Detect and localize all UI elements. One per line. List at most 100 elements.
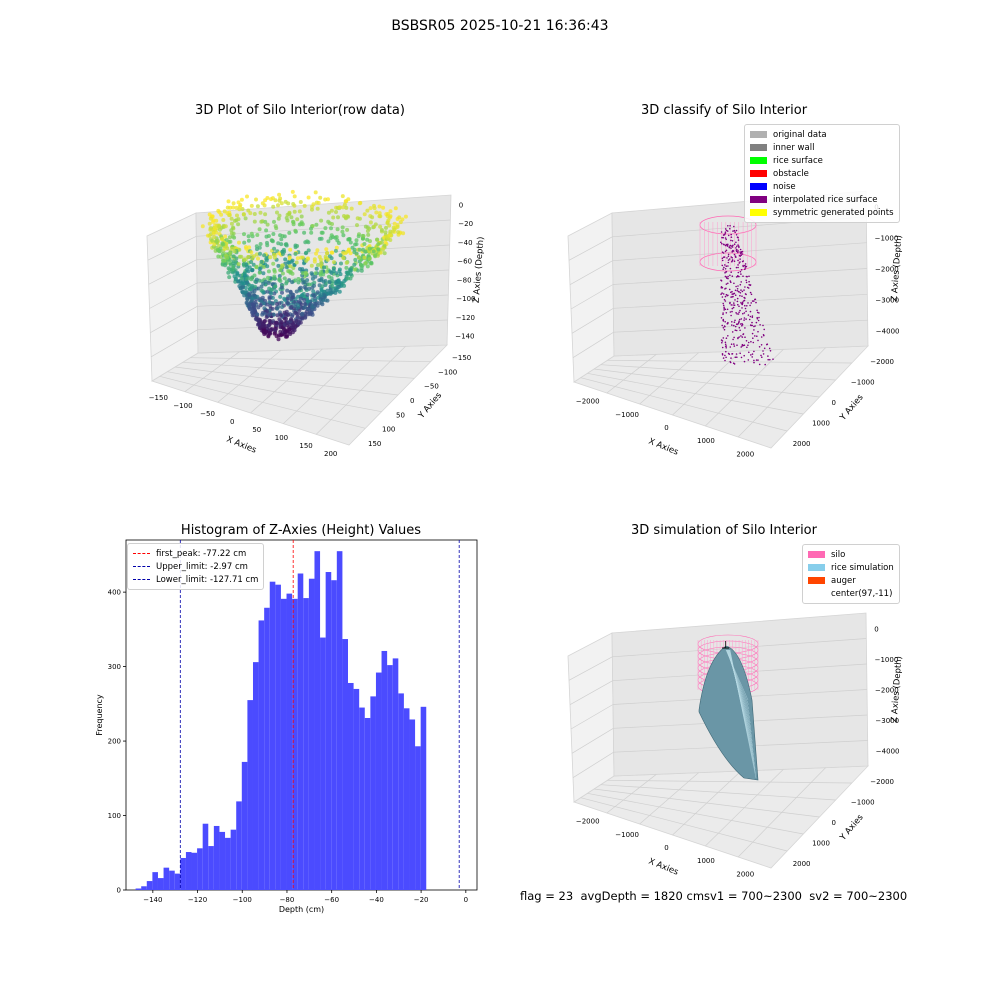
plot1-point <box>276 216 281 221</box>
plot1-point <box>231 231 236 236</box>
plot1-grid-line <box>147 236 197 261</box>
plot1-point <box>241 262 246 267</box>
plot1-point <box>296 294 300 299</box>
plot1-point <box>249 277 254 282</box>
plot1-point <box>273 198 278 203</box>
legend-label: rice surface <box>773 155 823 166</box>
plot1-point <box>274 320 278 325</box>
plot1-point <box>231 254 236 259</box>
plot1-point <box>221 259 226 263</box>
plot4-grid-line <box>571 728 614 754</box>
plot2-point <box>751 316 754 319</box>
plot1-point <box>346 247 351 252</box>
plot3-bar <box>146 881 153 890</box>
plot1-point <box>267 312 272 317</box>
plot3-legend-item: Lower_limit: -127.71 cm <box>133 573 258 586</box>
plot2-point <box>724 237 727 239</box>
plot4-x-tick-label: 2000 <box>736 870 754 878</box>
legend-swatch <box>750 144 767 151</box>
plot2-point <box>729 244 731 247</box>
plot1-point <box>293 304 297 309</box>
plot1-point <box>359 268 364 273</box>
plot1-point <box>313 274 318 279</box>
plot1-point <box>239 254 244 259</box>
plot1-point <box>335 238 340 243</box>
plot1-point <box>372 224 377 229</box>
plot3-bar <box>359 707 365 890</box>
plot1-x-tick-label: 150 <box>299 442 312 450</box>
plot1-point <box>388 238 393 242</box>
plot2-point <box>721 257 724 260</box>
plot3-bar <box>241 761 248 890</box>
plot1-point <box>229 221 234 226</box>
plot2-point <box>743 319 745 321</box>
plot1-point <box>259 259 264 264</box>
plot2-legend-item: symmetric generated points <box>750 206 894 219</box>
plot1-point <box>295 256 300 261</box>
plot3-legend: first_peak: -77.22 cm Upper_limit: -2.97 … <box>127 543 265 590</box>
plot2-point <box>725 265 728 268</box>
plot2-point <box>745 310 747 313</box>
plot1-point <box>323 197 328 202</box>
plot1-point <box>285 296 290 301</box>
plot1-point <box>329 208 334 213</box>
plot2-point <box>738 305 740 308</box>
plot1-grid-line <box>150 306 198 333</box>
plot1-point <box>296 311 301 316</box>
plot2-point <box>733 229 736 232</box>
plot1-point <box>264 228 269 233</box>
plot1-point <box>284 279 289 284</box>
plot1-point <box>369 260 374 265</box>
plot2-point <box>730 304 733 306</box>
plot1-point <box>352 267 357 272</box>
plot1-point <box>294 318 299 323</box>
plot1-point <box>272 276 277 281</box>
plot3-bar <box>236 801 242 890</box>
plot1-point <box>340 281 345 286</box>
plot1-point <box>266 269 271 274</box>
plot2-point <box>760 336 763 338</box>
plot2-point <box>753 361 755 364</box>
plot1-point <box>334 235 339 239</box>
plot2-point <box>724 345 727 348</box>
plot1-point <box>358 262 363 267</box>
plot3-bar <box>185 852 192 890</box>
plot3-bar <box>392 658 399 890</box>
plot1-point <box>336 278 341 283</box>
plot2-point <box>737 239 740 241</box>
plot1-point <box>280 305 284 309</box>
plot1-point <box>255 204 260 209</box>
plot1-point <box>312 301 317 306</box>
plot1-x-tick-label: 0 <box>230 418 234 426</box>
plot2-point <box>739 323 742 325</box>
plot2-point <box>763 334 765 337</box>
plot1-point <box>254 277 259 282</box>
plot2-point <box>735 247 737 249</box>
plot3-bar <box>225 837 231 890</box>
plot1-point <box>378 224 383 229</box>
plot1-point <box>276 241 281 246</box>
plot3-bar <box>286 593 293 890</box>
plot1-point <box>245 194 249 199</box>
plot1-point <box>302 230 307 235</box>
plot2-point <box>726 277 728 279</box>
plot1-point <box>250 302 255 307</box>
plot4-x-tick-label: −1000 <box>615 831 639 839</box>
plot3-y-tick-label: 400 <box>108 589 121 597</box>
plot1-point <box>319 293 324 298</box>
plot1-point <box>290 271 295 276</box>
plot2-point <box>745 281 748 284</box>
plot1-point <box>293 245 298 250</box>
plot1-point <box>237 204 242 209</box>
plot2-y-tick-label: −1000 <box>851 379 875 387</box>
plot1-point <box>340 229 345 234</box>
plot1-point <box>269 197 273 202</box>
plot2-point <box>735 234 738 236</box>
plot1-point <box>354 242 359 247</box>
plot2-point <box>732 295 734 298</box>
plot1-point <box>268 255 273 260</box>
plot2-point <box>740 356 743 359</box>
plot2-point <box>746 346 748 349</box>
plot1-point <box>262 319 267 324</box>
